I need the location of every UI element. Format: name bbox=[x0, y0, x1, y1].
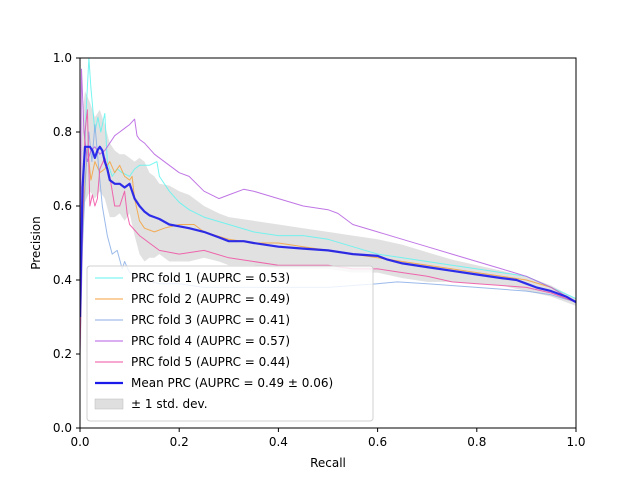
legend-swatch bbox=[94, 398, 124, 410]
y-tick-label: 0.8 bbox=[53, 125, 72, 139]
legend-label: PRC fold 4 (AUPRC = 0.57) bbox=[131, 334, 290, 348]
x-tick-label: 1.0 bbox=[566, 435, 585, 449]
legend-label: PRC fold 1 (AUPRC = 0.53) bbox=[131, 271, 290, 285]
prc-fold-1-line bbox=[80, 58, 576, 299]
x-tick-label: 0.0 bbox=[70, 435, 89, 449]
prc-fold-5-line bbox=[80, 109, 576, 355]
y-axis: 0.0 0.2 0.4 0.6 0.8 1.0 bbox=[53, 51, 80, 435]
x-tick-label: 0.4 bbox=[269, 435, 288, 449]
x-axis-label: Recall bbox=[310, 456, 346, 470]
x-tick-label: 0.8 bbox=[467, 435, 486, 449]
y-tick-label: 0.0 bbox=[53, 421, 72, 435]
y-tick-label: 1.0 bbox=[53, 51, 72, 65]
legend-label: PRC fold 3 (AUPRC = 0.41) bbox=[131, 313, 290, 327]
plot-frame bbox=[79, 57, 577, 429]
prc-fold-2-line bbox=[80, 146, 576, 303]
series-layer bbox=[80, 58, 576, 355]
x-tick-label: 0.2 bbox=[170, 435, 189, 449]
legend-label: Mean PRC (AUPRC = 0.49 ± 0.06) bbox=[131, 376, 333, 390]
x-tick-label: 0.6 bbox=[368, 435, 387, 449]
legend-label: PRC fold 2 (AUPRC = 0.49) bbox=[131, 292, 290, 306]
legend-label: ± 1 std. dev. bbox=[131, 397, 208, 411]
y-tick-label: 0.4 bbox=[53, 273, 72, 287]
mean-prc-line bbox=[80, 145, 576, 318]
y-tick-label: 0.2 bbox=[53, 347, 72, 361]
y-tick-label: 0.6 bbox=[53, 199, 72, 213]
y-axis-label: Precision bbox=[29, 216, 43, 270]
legend: PRC fold 1 (AUPRC = 0.53) PRC fold 2 (AUP… bbox=[86, 265, 374, 422]
legend-label: PRC fold 5 (AUPRC = 0.44) bbox=[131, 355, 290, 369]
legend-box bbox=[86, 265, 374, 422]
x-axis: 0.0 0.2 0.4 0.6 0.8 1.0 bbox=[70, 428, 586, 449]
